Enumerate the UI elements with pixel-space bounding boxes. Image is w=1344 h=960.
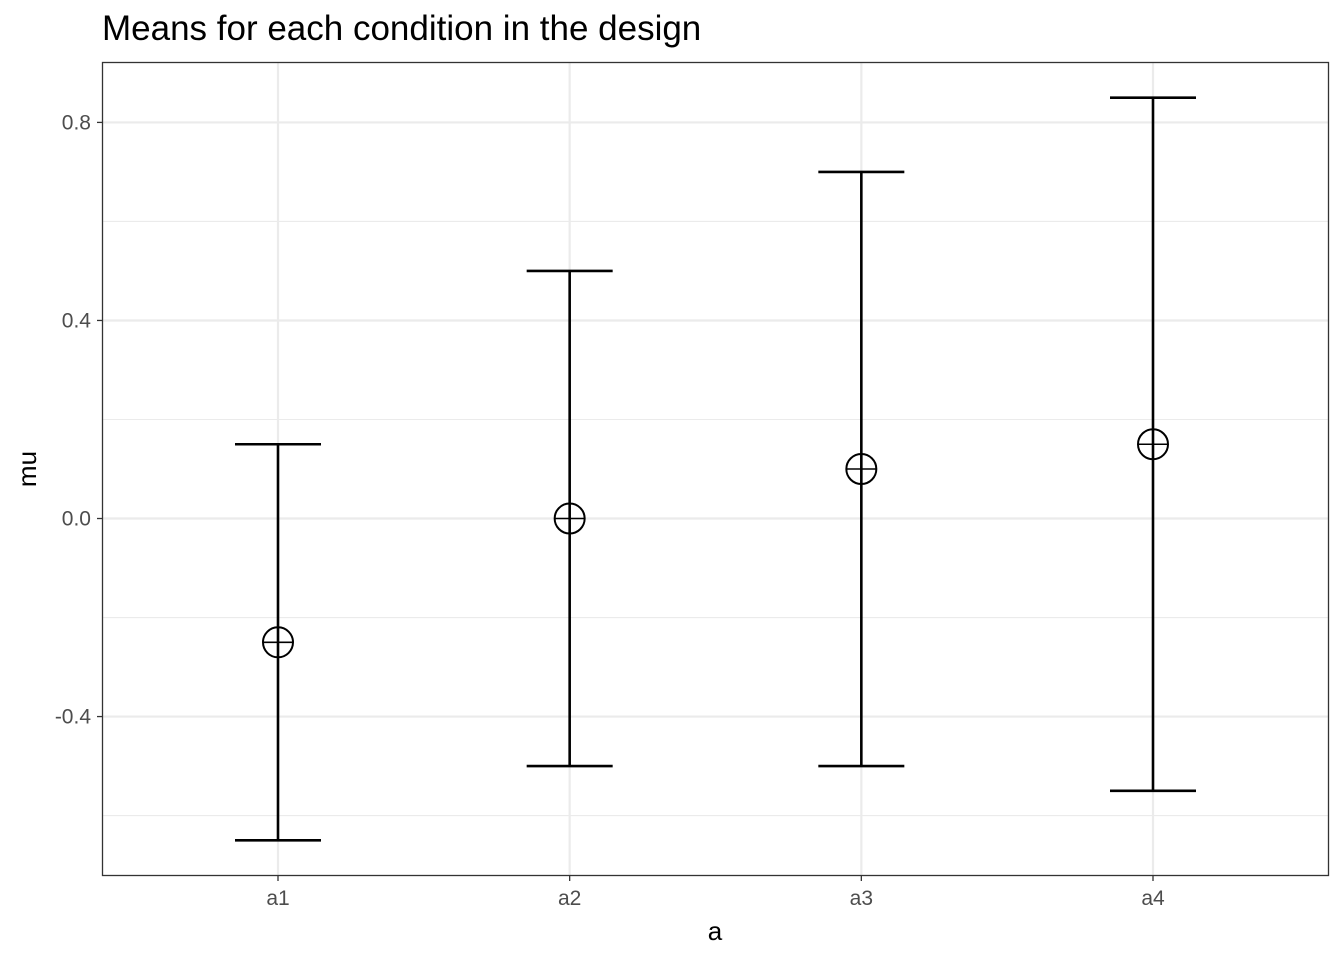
minor-gridlines	[103, 220, 1328, 817]
y-tick-label: 0.8	[62, 111, 91, 134]
x-tick-label: a1	[266, 887, 289, 910]
mean-points	[262, 428, 1169, 659]
error-bars	[235, 96, 1196, 842]
y-tick-label: 0.4	[62, 309, 92, 332]
mean-point	[553, 502, 586, 535]
mean-point	[262, 626, 294, 659]
y-axis: -0.4 0.0 0.4 0.8	[55, 111, 103, 729]
x-tick-label: a2	[558, 887, 581, 910]
x-axis-title: a	[708, 916, 723, 946]
plot-panel-border	[101, 61, 1330, 877]
x-tick-label: a3	[850, 887, 873, 910]
major-gridlines	[103, 63, 1328, 875]
chart-title: Means for each condition in the design	[102, 9, 701, 48]
mean-point	[1137, 428, 1169, 461]
y-tick-label: -0.4	[55, 706, 92, 729]
y-axis-title: mu	[12, 451, 42, 487]
x-tick-label: a4	[1141, 887, 1165, 910]
x-axis: a1 a2 a3 a4	[266, 875, 1165, 910]
y-tick-label: 0.0	[62, 508, 91, 531]
mean-point	[845, 453, 878, 485]
